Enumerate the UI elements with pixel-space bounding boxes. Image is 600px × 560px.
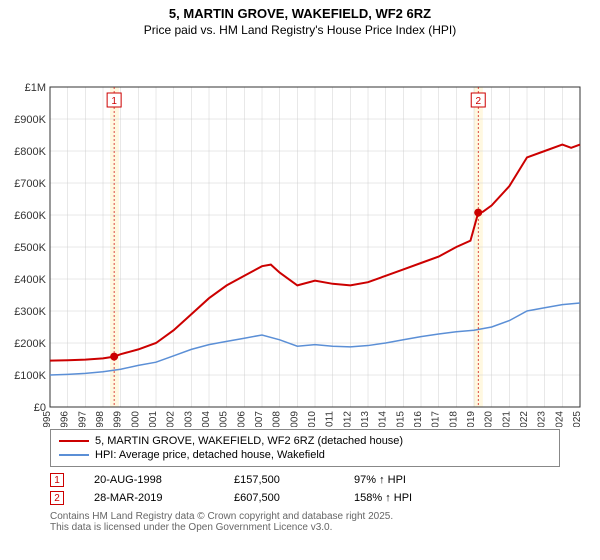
- svg-text:2020: 2020: [484, 411, 495, 427]
- svg-text:2017: 2017: [431, 411, 442, 427]
- footer-line-2: This data is licensed under the Open Gov…: [50, 522, 560, 533]
- svg-text:£1M: £1M: [25, 82, 46, 94]
- price-chart: £0£100K£200K£300K£400K£500K£600K£700K£80…: [0, 37, 600, 427]
- svg-text:2016: 2016: [413, 411, 424, 427]
- svg-text:2007: 2007: [254, 411, 265, 427]
- footer-attribution: Contains HM Land Registry data © Crown c…: [50, 511, 560, 533]
- svg-text:2003: 2003: [183, 411, 194, 427]
- sale-marker: 1: [50, 473, 64, 487]
- legend-label-1: 5, MARTIN GROVE, WAKEFIELD, WF2 6RZ (det…: [95, 435, 403, 447]
- svg-text:1996: 1996: [60, 411, 71, 427]
- sale-price: £607,500: [234, 492, 324, 504]
- svg-text:£500K: £500K: [14, 242, 46, 254]
- svg-text:1999: 1999: [113, 411, 124, 427]
- svg-text:2010: 2010: [307, 411, 318, 427]
- sale-date: 28-MAR-2019: [94, 492, 204, 504]
- sale-ratio: 158% ↑ HPI: [354, 492, 412, 504]
- svg-text:£200K: £200K: [14, 338, 46, 350]
- svg-text:2014: 2014: [378, 411, 389, 427]
- page-title: 5, MARTIN GROVE, WAKEFIELD, WF2 6RZ: [0, 0, 600, 21]
- svg-text:2022: 2022: [519, 411, 530, 427]
- sales-row: 1 20-AUG-1998 £157,500 97% ↑ HPI: [50, 471, 560, 489]
- svg-text:£300K: £300K: [14, 306, 46, 318]
- svg-text:£100K: £100K: [14, 370, 46, 382]
- chart-legend: 5, MARTIN GROVE, WAKEFIELD, WF2 6RZ (det…: [50, 429, 560, 467]
- svg-text:2018: 2018: [448, 411, 459, 427]
- legend-row: 5, MARTIN GROVE, WAKEFIELD, WF2 6RZ (det…: [59, 434, 551, 448]
- svg-text:2001: 2001: [148, 411, 159, 427]
- svg-text:2013: 2013: [360, 411, 371, 427]
- svg-text:2: 2: [475, 96, 481, 107]
- legend-swatch-1: [59, 440, 89, 442]
- svg-text:£400K: £400K: [14, 274, 46, 286]
- sale-ratio: 97% ↑ HPI: [354, 474, 406, 486]
- svg-text:2023: 2023: [537, 411, 548, 427]
- svg-text:£700K: £700K: [14, 178, 46, 190]
- legend-row: HPI: Average price, detached house, Wake…: [59, 448, 551, 462]
- footer-line-1: Contains HM Land Registry data © Crown c…: [50, 511, 560, 522]
- svg-text:2008: 2008: [272, 411, 283, 427]
- svg-text:1997: 1997: [77, 411, 88, 427]
- sales-row: 2 28-MAR-2019 £607,500 158% ↑ HPI: [50, 489, 560, 507]
- page-subtitle: Price paid vs. HM Land Registry's House …: [0, 21, 600, 37]
- svg-text:1998: 1998: [95, 411, 106, 427]
- legend-swatch-2: [59, 454, 89, 456]
- sales-table: 1 20-AUG-1998 £157,500 97% ↑ HPI 2 28-MAR-201…: [50, 471, 560, 507]
- svg-text:2024: 2024: [554, 411, 565, 427]
- svg-text:£800K: £800K: [14, 146, 46, 158]
- sale-marker: 2: [50, 491, 64, 505]
- svg-text:£600K: £600K: [14, 210, 46, 222]
- svg-text:2006: 2006: [236, 411, 247, 427]
- svg-text:2004: 2004: [201, 411, 212, 427]
- sale-price: £157,500: [234, 474, 324, 486]
- svg-text:1995: 1995: [42, 411, 53, 427]
- svg-text:2005: 2005: [219, 411, 230, 427]
- svg-text:2015: 2015: [395, 411, 406, 427]
- svg-text:1: 1: [111, 96, 117, 107]
- svg-text:2009: 2009: [289, 411, 300, 427]
- svg-text:2002: 2002: [166, 411, 177, 427]
- svg-text:2000: 2000: [130, 411, 141, 427]
- sale-date: 20-AUG-1998: [94, 474, 204, 486]
- svg-text:2025: 2025: [572, 411, 583, 427]
- svg-text:2011: 2011: [325, 411, 336, 427]
- svg-text:2019: 2019: [466, 411, 477, 427]
- svg-text:£900K: £900K: [14, 114, 46, 126]
- svg-text:2012: 2012: [342, 411, 353, 427]
- svg-text:2021: 2021: [501, 411, 512, 427]
- legend-label-2: HPI: Average price, detached house, Wake…: [95, 449, 325, 461]
